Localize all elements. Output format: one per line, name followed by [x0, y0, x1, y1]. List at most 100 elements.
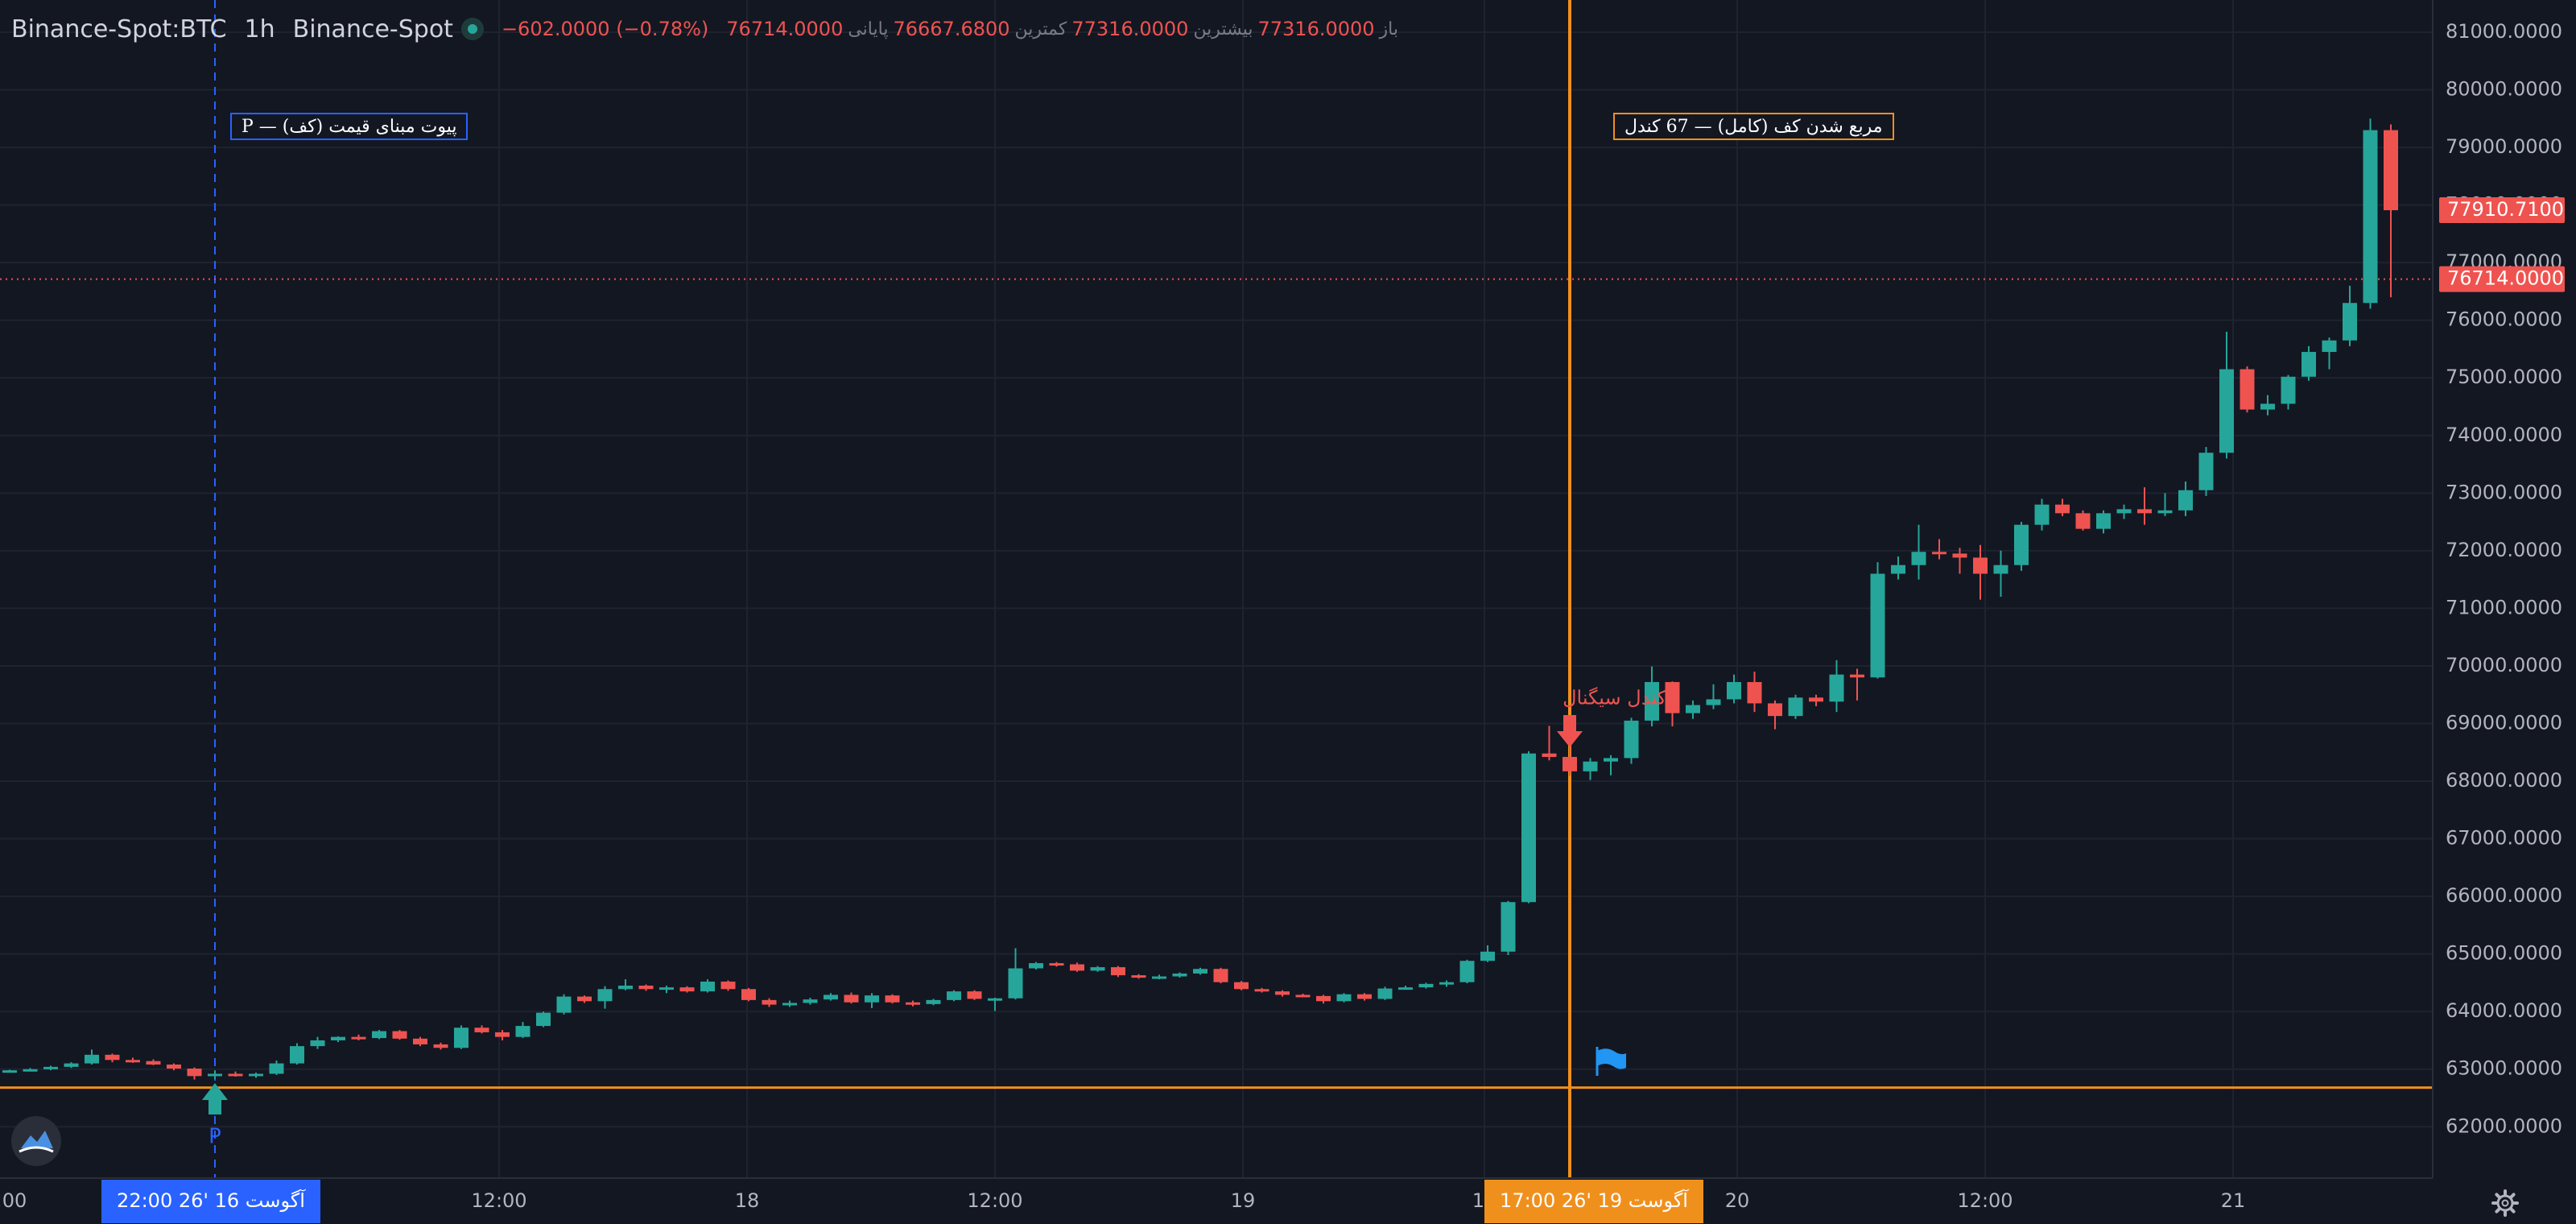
- candle[interactable]: [228, 1071, 243, 1077]
- candle[interactable]: [1152, 974, 1166, 980]
- candle[interactable]: [1111, 966, 1125, 978]
- candle[interactable]: [2281, 374, 2296, 410]
- candle[interactable]: [782, 1000, 797, 1007]
- candle[interactable]: [885, 994, 900, 1004]
- candle[interactable]: [2137, 487, 2152, 525]
- candle[interactable]: [2301, 345, 2316, 381]
- candle[interactable]: [474, 1025, 489, 1034]
- candle[interactable]: [1275, 990, 1290, 997]
- flag-icon[interactable]: [1596, 1047, 1626, 1076]
- settings-gear-icon[interactable]: [2491, 1189, 2520, 1218]
- candle[interactable]: [1747, 672, 1762, 713]
- candle[interactable]: [1295, 994, 1311, 998]
- candle[interactable]: [1336, 993, 1352, 1003]
- candle[interactable]: [105, 1053, 120, 1063]
- candle[interactable]: [1480, 945, 1495, 962]
- pivot-time-badge[interactable]: [101, 1180, 320, 1223]
- candle[interactable]: [208, 1070, 222, 1079]
- candle[interactable]: [249, 1073, 263, 1078]
- candle[interactable]: [556, 994, 572, 1015]
- candle[interactable]: [126, 1057, 140, 1063]
- candle[interactable]: [1891, 556, 1905, 580]
- candle[interactable]: [351, 1034, 366, 1040]
- candle[interactable]: [1973, 544, 1988, 600]
- candle[interactable]: [906, 1000, 920, 1007]
- candle[interactable]: [2014, 522, 2029, 571]
- candle[interactable]: [1952, 548, 1967, 574]
- candle[interactable]: [1521, 751, 1536, 904]
- last-price-badge[interactable]: [2439, 197, 2565, 224]
- candle[interactable]: [1029, 961, 1043, 970]
- candle[interactable]: [2, 1069, 17, 1073]
- candle[interactable]: [2219, 332, 2234, 459]
- candle[interactable]: [741, 987, 756, 1002]
- candle[interactable]: [597, 986, 613, 1009]
- candle[interactable]: [1706, 684, 1721, 709]
- candle[interactable]: [1459, 959, 1475, 984]
- square-note-label[interactable]: مربع شدن کف (کامل) — 67 کندل: [1613, 113, 1894, 140]
- candle[interactable]: [433, 1042, 448, 1050]
- candle[interactable]: [1172, 972, 1187, 978]
- candle[interactable]: [1542, 726, 1557, 761]
- candle[interactable]: [1993, 550, 2008, 598]
- candle[interactable]: [2260, 395, 2275, 416]
- candle[interactable]: [372, 1030, 386, 1040]
- candle[interactable]: [2096, 510, 2111, 534]
- candle[interactable]: [1254, 987, 1269, 993]
- candle[interactable]: [1604, 755, 1618, 775]
- candle[interactable]: [1645, 666, 1659, 727]
- candle[interactable]: [1809, 694, 1823, 707]
- candle[interactable]: [1768, 700, 1782, 730]
- candle[interactable]: [1911, 524, 1926, 580]
- candle[interactable]: [2116, 504, 2132, 519]
- candle[interactable]: [2198, 447, 2214, 496]
- candle[interactable]: [762, 998, 777, 1007]
- candle[interactable]: [2178, 482, 2193, 516]
- candle[interactable]: [1870, 562, 1885, 679]
- candle[interactable]: [844, 992, 859, 1004]
- candle[interactable]: [23, 1068, 38, 1072]
- candle[interactable]: [1624, 717, 1639, 764]
- candle[interactable]: [1501, 900, 1516, 956]
- candle[interactable]: [577, 995, 592, 1003]
- candle[interactable]: [1583, 758, 1598, 780]
- candle[interactable]: [988, 998, 1002, 1011]
- candle[interactable]: [1193, 967, 1208, 975]
- candle[interactable]: [310, 1036, 325, 1049]
- candle[interactable]: [1357, 993, 1372, 1001]
- candle[interactable]: [536, 1011, 551, 1028]
- candle[interactable]: [146, 1059, 161, 1065]
- interval-label[interactable]: 1h: [244, 14, 275, 43]
- candle[interactable]: [1398, 985, 1413, 990]
- candle[interactable]: [43, 1065, 58, 1071]
- candle[interactable]: [2075, 510, 2091, 531]
- candle[interactable]: [947, 990, 961, 1002]
- candle[interactable]: [1213, 967, 1228, 984]
- candle[interactable]: [269, 1060, 284, 1075]
- candle[interactable]: [2363, 118, 2378, 309]
- candle[interactable]: [1070, 962, 1084, 972]
- candle[interactable]: [1439, 980, 1454, 987]
- close-price-badge[interactable]: [2439, 266, 2565, 292]
- candle[interactable]: [495, 1030, 510, 1040]
- candle[interactable]: [2240, 366, 2255, 413]
- candle[interactable]: [2157, 493, 2173, 516]
- candle[interactable]: [413, 1036, 427, 1047]
- candle[interactable]: [85, 1049, 99, 1065]
- candle[interactable]: [720, 980, 736, 991]
- candle[interactable]: [1049, 961, 1064, 967]
- candle[interactable]: [2034, 498, 2050, 531]
- candle[interactable]: [290, 1043, 304, 1065]
- signal-arrow-down-icon[interactable]: [1557, 715, 1583, 747]
- pivot-note-label[interactable]: P — (پیوت مبنای قیمت (کف: [230, 113, 469, 140]
- candle[interactable]: [187, 1067, 202, 1080]
- candle[interactable]: [1850, 668, 1864, 701]
- candle[interactable]: [1418, 982, 1434, 989]
- candle[interactable]: [679, 986, 695, 993]
- candle[interactable]: [700, 979, 715, 993]
- candle[interactable]: [926, 999, 941, 1006]
- candle[interactable]: [967, 990, 982, 1000]
- candle[interactable]: [392, 1030, 407, 1040]
- candle[interactable]: [824, 993, 838, 1001]
